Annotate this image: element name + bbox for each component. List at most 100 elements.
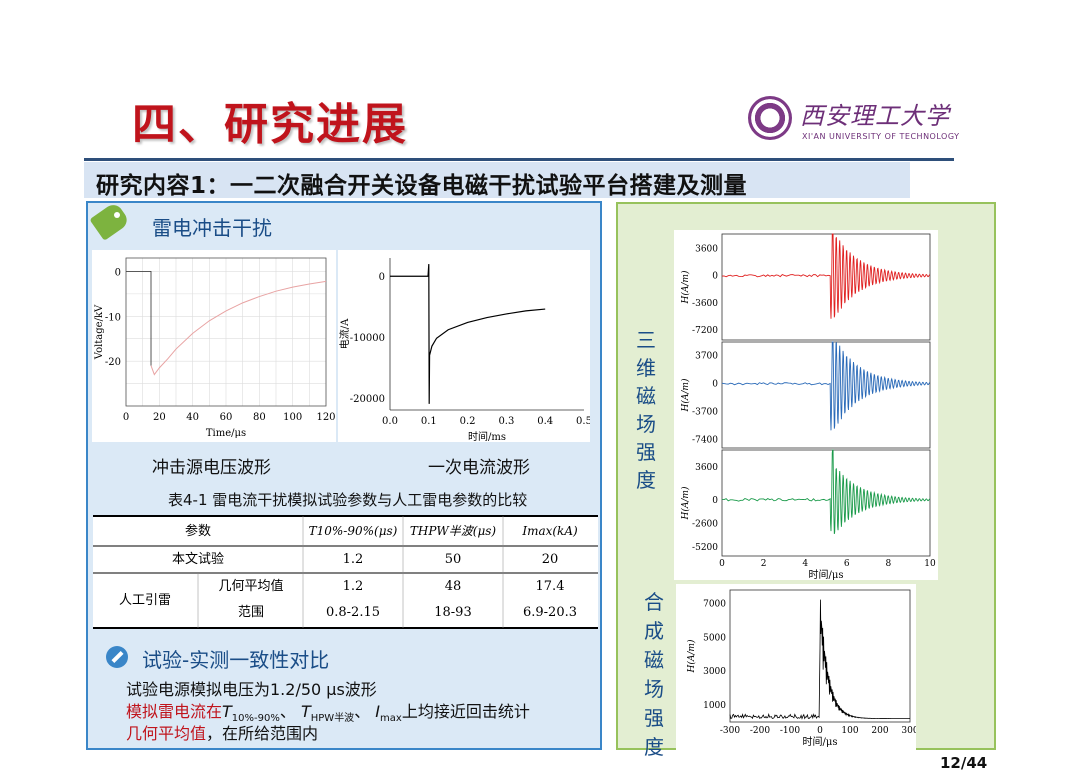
current-chart-svg: 0.0 0.1 0.2 0.3 0.4 0.50-10000-20000时间/ms电流/A bbox=[338, 250, 590, 442]
voltage-series-line bbox=[151, 281, 326, 374]
current-waveform-chart: 0.0 0.1 0.2 0.3 0.4 0.5 0 -10000 -20000 时间/ms 电流/A bbox=[338, 250, 590, 442]
page-title: 四、研究进展 bbox=[132, 88, 408, 152]
x-tick-label: 100 bbox=[283, 412, 302, 423]
table-caption: 表4-1 雷电流干扰模拟试验参数与人工雷电参数的比较 bbox=[168, 489, 527, 510]
table-header-param: 参数 bbox=[185, 523, 211, 539]
text-line-2-rest: 上均接近回击统计 bbox=[402, 702, 530, 721]
x-tick-label: 60 bbox=[220, 412, 233, 423]
table-cell: 48 bbox=[445, 579, 462, 594]
3d-field-chart: 3600 0 -3600 -7200 H(A/m) 3700 0 -3700 -7400 H(A/… bbox=[674, 230, 938, 580]
page-number: 12/44 bbox=[940, 754, 987, 772]
y-tick-label: 0 bbox=[712, 496, 718, 506]
field-series-line bbox=[722, 450, 930, 534]
x-tick-label: 40 bbox=[186, 412, 199, 423]
label-char: 维 bbox=[632, 354, 660, 382]
x-tick-label: 2 bbox=[761, 559, 767, 569]
tag-hole bbox=[114, 212, 120, 218]
text-line-1: 试验电源模拟电压为1.2/50 μs波形 bbox=[126, 676, 377, 700]
panel-frame bbox=[722, 450, 930, 556]
table-header-imax: Imax(kA) bbox=[521, 524, 578, 538]
table-cell: 18-93 bbox=[434, 605, 471, 620]
symbol-sub: max bbox=[380, 713, 402, 724]
x-tick-label: 200 bbox=[871, 726, 888, 736]
x-tick-label: -300 bbox=[720, 726, 740, 736]
x-tick-label: 80 bbox=[253, 412, 266, 423]
x-tick-label: 0.3 bbox=[498, 416, 514, 427]
table-row-range-label: 范围 bbox=[238, 605, 264, 620]
label-char: 合 bbox=[640, 588, 668, 617]
separator: 、 bbox=[280, 702, 296, 721]
voltage-series-front bbox=[126, 271, 151, 365]
y-tick-label: 0 bbox=[712, 272, 718, 282]
vertical-label-resultant-field: 合 成 磁 场 强 度 bbox=[640, 588, 668, 762]
text-highlight: 几何平均值 bbox=[126, 724, 206, 743]
label-char: 磁 bbox=[640, 646, 668, 675]
label-char: 场 bbox=[632, 410, 660, 438]
table-cell: 1.2 bbox=[343, 579, 364, 594]
table-group-label: 人工引雷 bbox=[119, 593, 171, 608]
x-tick-label: 8 bbox=[886, 559, 892, 569]
y-axis-label: Voltage/kV bbox=[94, 304, 105, 360]
x-tick-label: 100 bbox=[841, 726, 858, 736]
current-chart-caption: 一次电流波形 bbox=[428, 453, 530, 478]
label-char: 磁 bbox=[632, 382, 660, 410]
y-tick-label: 3000 bbox=[703, 667, 726, 677]
y-tick-label: 0 bbox=[712, 380, 718, 390]
university-emblem-icon bbox=[748, 96, 792, 140]
y-tick-label: 3600 bbox=[695, 463, 718, 473]
section-title-lightning: 雷电冲击干扰 bbox=[152, 212, 272, 241]
x-tick-label: 0.5 bbox=[576, 416, 590, 427]
y-axis-label: H(A/m) bbox=[680, 270, 691, 304]
x-axis-label: 时间/μs bbox=[809, 568, 844, 580]
pen-icon bbox=[106, 646, 128, 668]
y-axis-label: 电流/A bbox=[338, 318, 351, 349]
table-row-this-label: 本文试验 bbox=[172, 551, 224, 567]
y-tick-label: 5000 bbox=[703, 633, 726, 643]
y-tick-label: -7200 bbox=[692, 326, 718, 336]
parameter-table: 参数 T10%-90%(μs) THPW半波(μs) Imax(kA) 本文试验… bbox=[93, 515, 598, 629]
current-series-line bbox=[390, 264, 545, 404]
x-tick-label: -100 bbox=[780, 726, 800, 736]
table-cell: 17.4 bbox=[536, 579, 565, 594]
table-cell: 1.2 bbox=[343, 552, 364, 567]
y-tick-label: -3700 bbox=[692, 408, 718, 418]
y-tick-label: -3600 bbox=[692, 299, 718, 309]
slide-subtitle: 研究内容1：一二次融合开关设备电磁干扰试验平台搭建及测量 bbox=[96, 166, 747, 200]
label-char: 成 bbox=[640, 617, 668, 646]
resultant-field-chart: -300 -200 -100 0 100 200 300 1000 3000 5000 7000 时间… bbox=[676, 584, 916, 750]
header-rule bbox=[84, 158, 954, 161]
x-tick-label: 0 bbox=[123, 412, 129, 423]
y-tick-label: 0 bbox=[379, 272, 385, 283]
label-char: 三 bbox=[632, 326, 660, 354]
text-highlight: 模拟雷电流在 bbox=[126, 702, 222, 721]
panel-frame bbox=[722, 342, 930, 448]
resultant-field-chart-svg: -300 -200 -100 0 100 200 3001000300050007000时间… bbox=[676, 584, 916, 750]
y-tick-label: 3700 bbox=[695, 352, 718, 362]
table-cell: 6.9-20.3 bbox=[523, 605, 577, 620]
y-tick-label: -2600 bbox=[692, 519, 718, 529]
resultant-series-line bbox=[730, 600, 910, 719]
label-char: 度 bbox=[632, 466, 660, 494]
university-logo-english: XI'AN UNIVERSITY OF TECHNOLOGY bbox=[802, 132, 960, 141]
x-axis-label: Time/μs bbox=[206, 428, 246, 439]
parameter-table-svg: 参数 T10%-90%(μs) THPW半波(μs) Imax(kA) 本文试验… bbox=[93, 515, 598, 629]
x-tick-label: 0.4 bbox=[537, 416, 553, 427]
y-tick-label: 7000 bbox=[703, 600, 726, 610]
symbol-t: T bbox=[222, 702, 232, 721]
table-cell: 20 bbox=[542, 552, 559, 567]
table-header-t10: T10%-90%(μs) bbox=[309, 524, 398, 538]
text-line-3: 几何平均值，在所给范围内 bbox=[126, 720, 318, 744]
label-char: 强 bbox=[640, 704, 668, 733]
voltage-chart-caption: 冲击源电压波形 bbox=[152, 453, 271, 478]
field-series-line bbox=[722, 234, 930, 319]
y-tick-label: -20000 bbox=[350, 394, 385, 405]
x-tick-label: 300 bbox=[901, 726, 916, 736]
3d-field-chart-svg: 3600 0 -3600 -7200 H(A/m) 3700 0 -3700 -7400 H(A/… bbox=[674, 230, 938, 580]
vertical-label-3d-field: 三 维 磁 场 强 度 bbox=[632, 326, 660, 494]
section-title-consistency: 试验-实测一致性对比 bbox=[142, 644, 329, 673]
voltage-chart-svg: 0 20 40 60 80 100 120 0 -10 -20 Time/μs Voltage/kV bbox=[92, 250, 336, 442]
y-tick-label: -5200 bbox=[692, 543, 718, 553]
x-tick-label: 120 bbox=[316, 412, 335, 423]
x-tick-label: 0 bbox=[817, 726, 823, 736]
table-row-mean-label: 几何平均值 bbox=[218, 578, 283, 594]
